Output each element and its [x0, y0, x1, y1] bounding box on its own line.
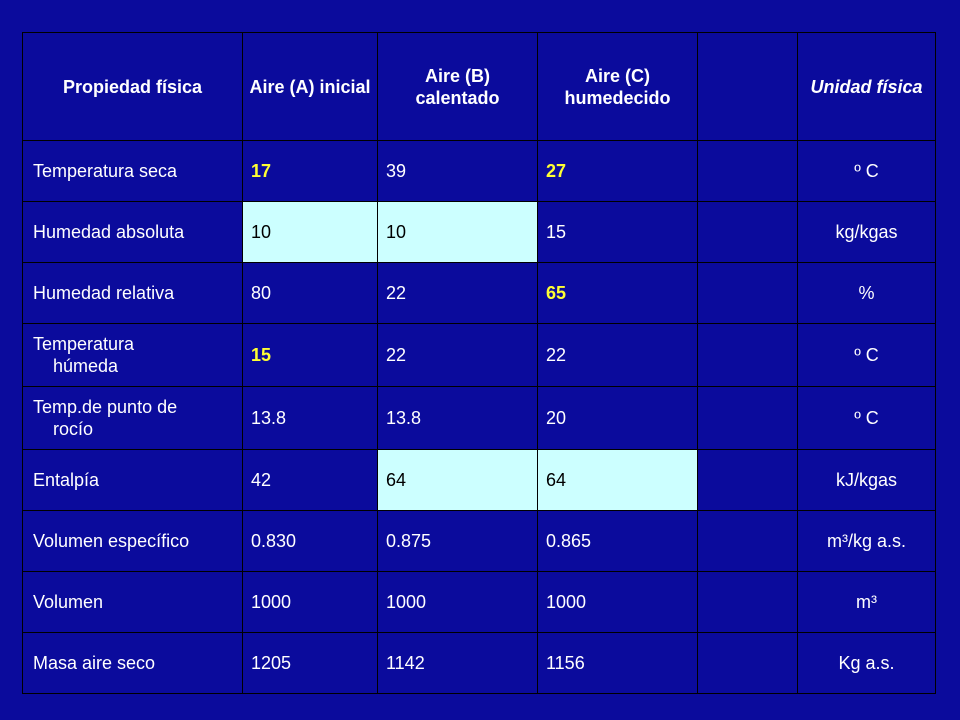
psychrometric-table: Propiedad física Aire (A) inicial Aire (… [22, 32, 936, 694]
cell-b: 10 [377, 201, 538, 263]
row-label: Temperatura seca [22, 140, 243, 202]
cell-b: 22 [377, 323, 538, 387]
cell-unit: Kg a.s. [797, 632, 936, 694]
cell-b: 39 [377, 140, 538, 202]
table-row: Temperatura seca 17 39 27 º C [22, 140, 936, 202]
row-label-line1: Temperatura [33, 334, 135, 354]
header-empty [697, 32, 798, 141]
cell-empty [697, 323, 798, 387]
row-label: Humedad absoluta [22, 201, 243, 263]
cell-unit: m³ [797, 571, 936, 633]
cell-empty [697, 201, 798, 263]
row-label: Temperatura húmeda [22, 323, 243, 387]
cell-a: 80 [242, 262, 378, 324]
cell-c: 1156 [537, 632, 698, 694]
cell-c: 27 [537, 140, 698, 202]
table-row: Humedad absoluta 10 10 15 kg/kgas [22, 201, 936, 263]
cell-b: 1000 [377, 571, 538, 633]
row-label: Entalpía [22, 449, 243, 511]
cell-a: 0.830 [242, 510, 378, 572]
cell-b: 22 [377, 262, 538, 324]
cell-c: 1000 [537, 571, 698, 633]
table-row: Temp.de punto de rocío 13.8 13.8 20 º C [22, 386, 936, 450]
cell-a: 13.8 [242, 386, 378, 450]
cell-a: 17 [242, 140, 378, 202]
row-label: Volumen [22, 571, 243, 633]
cell-empty [697, 571, 798, 633]
header-air-b: Aire (B) calentado [377, 32, 538, 141]
cell-c: 22 [537, 323, 698, 387]
cell-a: 10 [242, 201, 378, 263]
cell-unit: º C [797, 323, 936, 387]
cell-c: 64 [537, 449, 698, 511]
table-row: Humedad relativa 80 22 65 % [22, 262, 936, 324]
row-label-line1: Temp.de punto de [33, 397, 178, 417]
row-label: Volumen específico [22, 510, 243, 572]
cell-c: 15 [537, 201, 698, 263]
cell-empty [697, 449, 798, 511]
cell-unit: % [797, 262, 936, 324]
cell-b: 13.8 [377, 386, 538, 450]
cell-c: 65 [537, 262, 698, 324]
header-property: Propiedad física [22, 32, 243, 141]
cell-empty [697, 510, 798, 572]
header-row: Propiedad física Aire (A) inicial Aire (… [22, 32, 936, 141]
cell-unit: kg/kgas [797, 201, 936, 263]
row-label: Masa aire seco [22, 632, 243, 694]
cell-b: 64 [377, 449, 538, 511]
cell-empty [697, 140, 798, 202]
table-row: Volumen 1000 1000 1000 m³ [22, 571, 936, 633]
row-label: Temp.de punto de rocío [22, 386, 243, 450]
cell-b: 0.875 [377, 510, 538, 572]
row-label-line2: rocío [53, 419, 94, 439]
cell-c: 20 [537, 386, 698, 450]
table-row: Temperatura húmeda 15 22 22 º C [22, 323, 936, 387]
header-air-a: Aire (A) inicial [242, 32, 378, 141]
cell-unit: º C [797, 140, 936, 202]
row-label: Humedad relativa [22, 262, 243, 324]
cell-empty [697, 262, 798, 324]
cell-unit: kJ/kgas [797, 449, 936, 511]
cell-c: 0.865 [537, 510, 698, 572]
cell-a: 1000 [242, 571, 378, 633]
row-label-line2: húmeda [53, 356, 119, 376]
cell-empty [697, 386, 798, 450]
cell-empty [697, 632, 798, 694]
header-air-c: Aire (C) humedecido [537, 32, 698, 141]
cell-unit: º C [797, 386, 936, 450]
header-unit: Unidad física [797, 32, 936, 141]
table-row: Masa aire seco 1205 1142 1156 Kg a.s. [22, 632, 936, 694]
cell-a: 15 [242, 323, 378, 387]
table-row: Volumen específico 0.830 0.875 0.865 m³/… [22, 510, 936, 572]
table-row: Entalpía 42 64 64 kJ/kgas [22, 449, 936, 511]
cell-a: 42 [242, 449, 378, 511]
cell-b: 1142 [377, 632, 538, 694]
cell-unit: m³/kg a.s. [797, 510, 936, 572]
cell-a: 1205 [242, 632, 378, 694]
